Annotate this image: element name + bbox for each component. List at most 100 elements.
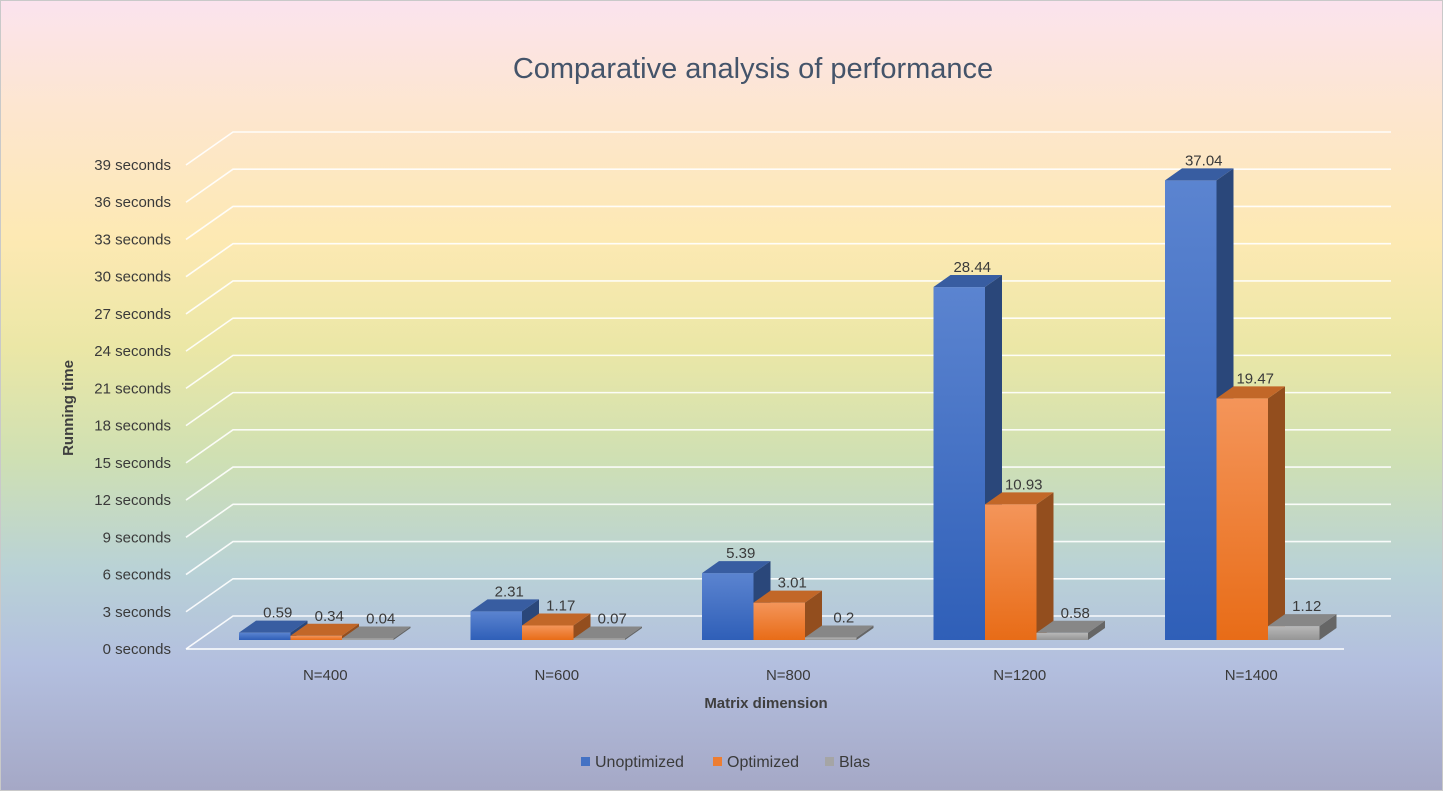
bar-front [1036,632,1088,640]
bar-top [985,492,1054,505]
data-label: 2.31 [495,583,524,600]
data-label: 0.59 [263,605,292,622]
gridline [185,354,1391,390]
gridline [185,131,1391,166]
bar-top [573,626,642,639]
data-label: 0.58 [1061,605,1090,622]
bar-front [1216,398,1268,640]
bar-front [470,611,522,640]
y-tick-label: 39 seconds [94,157,171,174]
y-tick-label: 6 seconds [103,567,171,584]
bar-front [985,504,1037,640]
data-label: 19.47 [1236,370,1274,387]
bar-side [573,613,591,640]
data-label: 3.01 [778,575,807,592]
bar-top [1216,386,1285,399]
legend: Unoptimized Optimized Blas [581,754,870,771]
gridline [185,205,1391,241]
bar-front [702,573,754,640]
bar-side [393,626,411,640]
bar-front [933,287,985,640]
gridline [185,168,1391,203]
data-label: 1.12 [1292,598,1321,615]
y-tick-label: 24 seconds [94,343,171,360]
y-tick-label: 15 seconds [94,455,171,472]
bar-side [805,590,822,640]
data-labels: 0.59 0.34 0.04 2.31 1.17 0.07 5.39 3.01 0.2 28.44… [263,152,1321,627]
data-label: 0.04 [366,611,395,628]
gridline [185,429,1391,464]
data-label: 1.17 [546,597,575,614]
y-tick-label: 30 seconds [94,269,171,286]
bar-top [1268,614,1337,627]
y-tick-label: 36 seconds [94,194,171,211]
y-tick-label: 18 seconds [94,418,171,435]
y-tick-label: 27 seconds [94,306,171,323]
y-tick-label: 33 seconds [94,231,171,248]
bar-top [805,625,874,638]
y-tick-label: 0 seconds [103,641,171,658]
bar-top [1165,168,1234,181]
x-axis-ticks: N=400 N=600 N=800 N=1200 N=1400 [303,667,1278,684]
data-label: 0.34 [315,608,344,625]
bar-top [933,275,1002,288]
y-tick-label: 21 seconds [94,380,171,397]
bar-top [470,599,539,612]
x-tick-label: N=800 [766,667,811,684]
x-tick-label: N=1400 [1225,667,1278,684]
bar-front [573,638,625,640]
bar-top [702,561,771,574]
bars [239,168,1337,640]
y-axis-ticks: 0 seconds 3 seconds 6 seconds 9 seconds 12 s… [94,157,171,658]
legend-label: Optimized [727,754,799,771]
y-tick-label: 3 seconds [103,604,171,621]
bar-front [522,625,574,640]
data-label: 37.04 [1185,152,1223,169]
gridline [185,466,1391,501]
bar-side [1268,386,1285,640]
bar-side [1036,492,1054,640]
legend-label: Blas [839,754,870,771]
bar-side [856,625,874,640]
y-tick-label: 9 seconds [103,529,171,546]
legend-label: Unoptimized [595,754,684,771]
gridlines [185,131,1391,650]
legend-swatch [825,757,834,766]
data-label: 5.39 [726,545,755,562]
bar-side [1088,620,1105,640]
data-label: 0.07 [598,611,627,628]
bar-front [1268,626,1320,640]
bar-top [290,623,359,636]
data-label: 0.2 [833,610,854,627]
bar-top [753,590,822,603]
data-label: 28.44 [953,259,991,276]
gridline [185,280,1391,315]
bar-front [290,635,342,640]
x-tick-label: N=1200 [993,667,1046,684]
bar-top [342,626,411,639]
gridline [185,242,1391,278]
legend-swatch [713,757,722,766]
gridline [185,391,1391,427]
chart-title: Comparative analysis of performance [513,53,993,85]
bar-top [522,613,591,626]
x-tick-label: N=600 [534,667,579,684]
bar-side [625,626,642,640]
x-tick-label: N=400 [303,667,348,684]
bar-side [1319,614,1337,640]
bar-front [239,632,291,640]
y-axis-title: Running time [60,360,77,456]
gridline [185,317,1391,352]
y-tick-label: 12 seconds [94,492,171,509]
bar-front [1165,180,1217,640]
bar-front [753,602,805,640]
bar-top [1036,620,1105,633]
bar-front [342,638,394,640]
bar-top [239,620,308,633]
data-label: 10.93 [1005,476,1043,493]
legend-swatch [581,757,590,766]
x-axis-title: Matrix dimension [704,695,827,712]
bar-front [805,637,857,640]
